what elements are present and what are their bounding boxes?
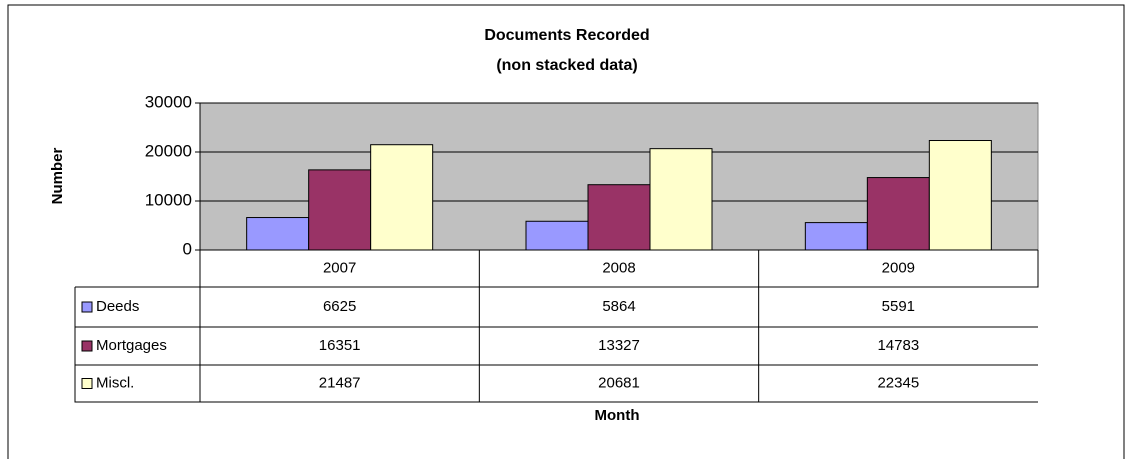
bar	[928, 140, 992, 251]
legend-key	[81, 378, 93, 389]
chart-subtitle: (non stacked data)	[496, 57, 637, 74]
legend-label: Miscl.	[96, 374, 134, 391]
table-value: 14783	[877, 337, 919, 354]
y-axis-label: Number	[49, 148, 66, 205]
table-value: 22345	[877, 374, 919, 391]
x-tick-label: 2009	[882, 259, 915, 276]
x-axis-label: Month	[595, 407, 640, 424]
table-value: 16351	[319, 337, 361, 354]
table-value: 20681	[598, 374, 640, 391]
bar	[866, 177, 930, 251]
table-value: 6625	[323, 298, 356, 315]
table-value: 21487	[319, 374, 361, 391]
bar	[649, 148, 713, 251]
y-tick-label: 30000	[145, 92, 192, 111]
bar	[587, 184, 651, 251]
chart-title: Documents Recorded	[484, 27, 649, 44]
x-tick-label: 2008	[602, 259, 635, 276]
table-value: 5864	[602, 298, 635, 315]
bar	[525, 220, 589, 251]
table-grid	[74, 250, 1039, 403]
legend-key	[81, 340, 93, 352]
bar	[804, 222, 868, 251]
x-tick-label: 2007	[323, 259, 356, 276]
table-value: 13327	[598, 337, 640, 354]
chart-border	[7, 4, 1125, 459]
y-tick-label: 10000	[145, 190, 192, 209]
legend-key	[81, 301, 93, 313]
legend-label: Deeds	[96, 298, 139, 315]
table-value: 5591	[882, 298, 915, 315]
bar	[370, 144, 434, 251]
y-tick-label: 20000	[145, 141, 192, 160]
bar	[308, 169, 372, 251]
y-tick-label: 0	[183, 239, 192, 258]
legend-label: Mortgages	[96, 337, 167, 354]
bar	[246, 217, 310, 251]
